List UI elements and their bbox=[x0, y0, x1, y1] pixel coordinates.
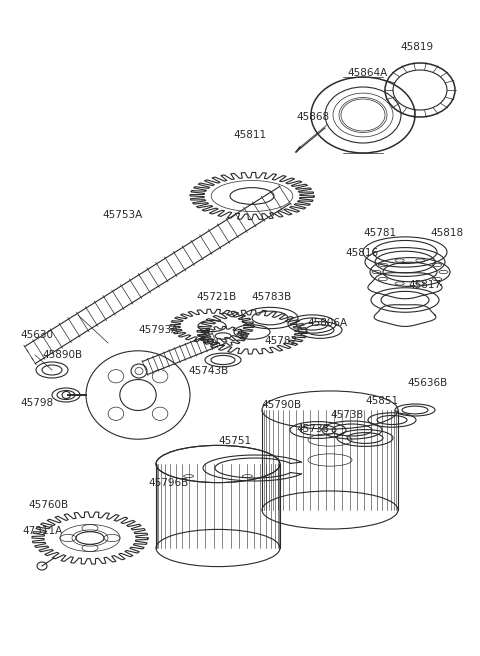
Text: 45796B: 45796B bbox=[148, 478, 188, 488]
Text: 45819: 45819 bbox=[400, 42, 433, 52]
Text: 45751: 45751 bbox=[218, 436, 251, 446]
Text: 45811: 45811 bbox=[233, 130, 266, 140]
Text: 45851: 45851 bbox=[365, 396, 398, 406]
Text: 45783B: 45783B bbox=[251, 292, 291, 302]
Text: 45781: 45781 bbox=[363, 228, 396, 238]
Text: 47311A: 47311A bbox=[22, 526, 62, 536]
Text: 45721B: 45721B bbox=[196, 292, 236, 302]
Text: 45743B: 45743B bbox=[188, 366, 228, 376]
Text: 45738: 45738 bbox=[296, 424, 329, 434]
Text: 45753A: 45753A bbox=[102, 210, 142, 220]
Text: 45818: 45818 bbox=[430, 228, 463, 238]
Text: 45760B: 45760B bbox=[28, 500, 68, 510]
Text: 45782: 45782 bbox=[264, 336, 297, 346]
Text: 45798: 45798 bbox=[20, 398, 53, 408]
Text: 45864A: 45864A bbox=[347, 68, 387, 78]
Text: 45868: 45868 bbox=[296, 112, 329, 122]
Text: 45890B: 45890B bbox=[42, 350, 82, 360]
Text: 45817: 45817 bbox=[408, 280, 441, 290]
Text: 45816: 45816 bbox=[345, 248, 378, 258]
Text: 45790B: 45790B bbox=[261, 400, 301, 410]
Text: 45738: 45738 bbox=[330, 410, 363, 420]
Text: 45793A: 45793A bbox=[138, 325, 178, 335]
Text: 45630: 45630 bbox=[20, 330, 53, 340]
Text: 45636B: 45636B bbox=[407, 378, 447, 388]
Text: 45806A: 45806A bbox=[307, 318, 347, 328]
